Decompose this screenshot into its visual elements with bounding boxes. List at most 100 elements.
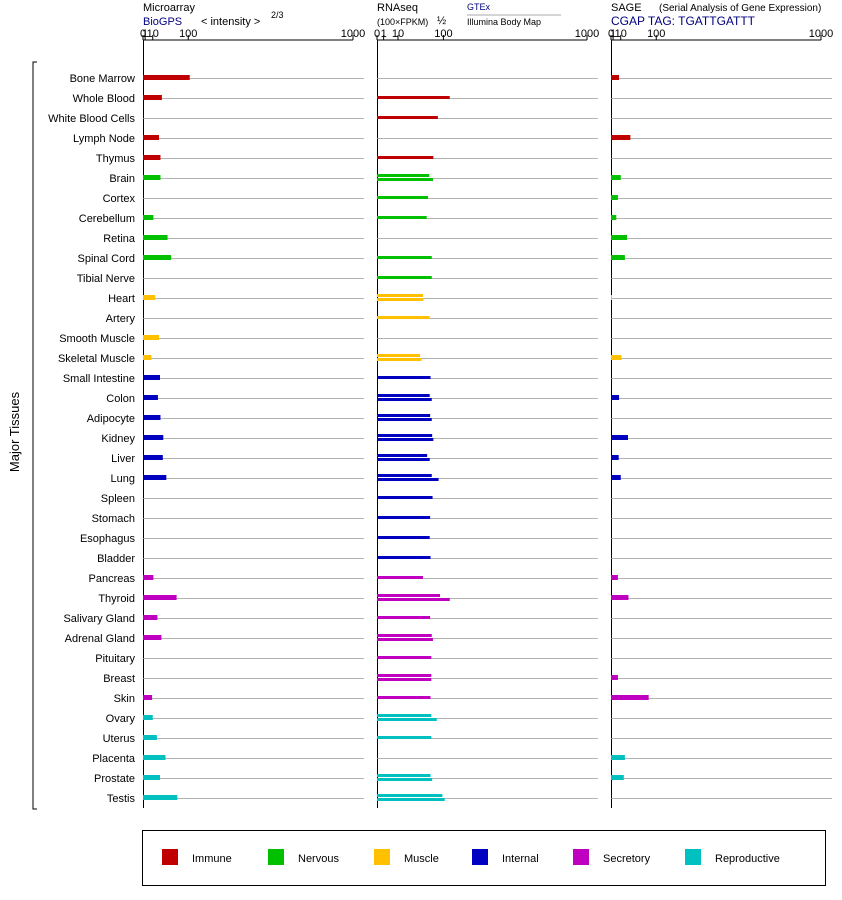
bar — [143, 95, 162, 100]
legend-label: Immune — [192, 853, 232, 865]
bar — [377, 276, 432, 279]
bar — [143, 395, 158, 400]
x-tick-label: 100 — [647, 28, 665, 40]
bar — [377, 714, 432, 717]
bar — [143, 355, 152, 360]
bar — [611, 575, 618, 580]
tissue-label: Spleen — [101, 493, 135, 505]
bar — [611, 75, 620, 80]
bar — [377, 598, 450, 601]
tissue-label: Lung — [111, 473, 135, 485]
bar — [377, 256, 432, 259]
tissue-label: Brain — [109, 173, 135, 185]
legend-item-internal: Internal — [472, 849, 539, 865]
tissue-label: Cortex — [103, 193, 136, 205]
tissue-label: Retina — [103, 233, 136, 245]
bar — [377, 394, 430, 397]
bar — [377, 458, 430, 461]
tissue-label: Adrenal Gland — [65, 633, 135, 645]
legend-item-secretory: Secretory — [573, 849, 651, 865]
bar — [143, 755, 166, 760]
tissue-label: Kidney — [101, 433, 135, 445]
bar — [377, 616, 431, 619]
x-tick-label: 0 — [374, 28, 380, 40]
bar — [377, 398, 432, 401]
legend-label: Muscle — [404, 853, 439, 865]
tissue-label: Heart — [108, 293, 135, 305]
bar — [377, 736, 432, 739]
legend-swatch — [472, 849, 488, 865]
legend-item-nervous: Nervous — [268, 849, 339, 865]
legend-swatch — [162, 849, 178, 865]
rnaseq-subsource: Illumina Body Map — [467, 17, 541, 27]
bar — [377, 376, 431, 379]
sage-subtitle: (Serial Analysis of Gene Expression) — [659, 3, 821, 14]
tissue-label: Thymus — [96, 153, 136, 165]
bar — [377, 294, 424, 297]
bar — [377, 434, 433, 437]
tissue-label: White Blood Cells — [48, 113, 135, 125]
panel-rnaseq: 0 1 10 100 1000 — [374, 28, 599, 808]
legend-label: Internal — [502, 853, 539, 865]
tissue-label: Salivary Gland — [63, 613, 135, 625]
bar — [143, 455, 163, 460]
bar — [377, 778, 433, 781]
bar — [377, 536, 430, 539]
x-tick-label: 1 — [381, 28, 387, 40]
bar — [143, 215, 154, 220]
tissue-label: Tibial Nerve — [77, 273, 135, 285]
x-tick-label: 100 — [434, 28, 452, 40]
x-tick-label: 100 — [179, 28, 197, 40]
bar — [611, 295, 612, 300]
bar — [377, 116, 438, 119]
bar — [143, 235, 168, 240]
legend-swatch — [268, 849, 284, 865]
microarray-title: Microarray — [143, 2, 195, 14]
bar — [377, 634, 432, 637]
bar — [377, 216, 427, 219]
tissue-label: Placenta — [92, 753, 136, 765]
bar — [143, 715, 153, 720]
legend-label: Reproductive — [715, 853, 780, 865]
bar — [143, 475, 167, 480]
x-tick-label: 0 — [608, 28, 614, 40]
tissue-label: Esophagus — [80, 533, 136, 545]
bar — [143, 635, 162, 640]
bar — [377, 678, 432, 681]
tissue-label: Whole Blood — [73, 93, 135, 105]
bar — [377, 358, 422, 361]
x-tick-label: 1000 — [575, 28, 599, 40]
bar — [143, 335, 159, 340]
bar — [377, 418, 432, 421]
bar — [377, 576, 424, 579]
bar — [377, 474, 432, 477]
bar — [377, 594, 440, 597]
bar — [611, 195, 618, 200]
tissue-label: Prostate — [94, 773, 135, 785]
bar — [377, 718, 437, 721]
bar — [377, 96, 450, 99]
bar — [377, 316, 430, 319]
tissue-labels: Bone Marrow Whole Blood White Blood Cells L… — [48, 73, 136, 805]
legend-item-muscle: Muscle — [374, 849, 439, 865]
bar — [611, 395, 620, 400]
tissue-label: Bone Marrow — [70, 73, 135, 85]
bar — [611, 435, 628, 440]
bar — [377, 178, 433, 181]
tissue-label: Liver — [111, 453, 135, 465]
bar — [377, 556, 431, 559]
legend-box — [142, 830, 826, 886]
tissue-label: Adipocyte — [87, 413, 135, 425]
tissue-label: Skeletal Muscle — [58, 353, 135, 365]
tissue-label: Bladder — [97, 553, 135, 565]
tissue-label: Artery — [106, 313, 136, 325]
bar — [377, 696, 431, 699]
bar — [377, 478, 439, 481]
tissue-label: Cerebellum — [79, 213, 135, 225]
tissue-label: Uterus — [103, 733, 136, 745]
bar — [377, 196, 429, 199]
bar — [611, 235, 627, 240]
bar — [377, 414, 431, 417]
